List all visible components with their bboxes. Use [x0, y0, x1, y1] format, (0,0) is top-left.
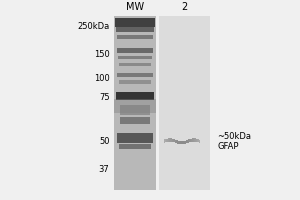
Text: 150: 150 [94, 50, 109, 59]
Bar [118, 56, 152, 59]
Bar [118, 144, 152, 149]
Bar [185, 140, 186, 144]
Bar [167, 139, 168, 142]
Bar [196, 139, 197, 142]
Bar [181, 141, 182, 144]
Text: GFAP: GFAP [218, 142, 239, 151]
Bar [116, 133, 154, 143]
Bar [180, 141, 181, 144]
Bar [120, 105, 150, 115]
Bar [186, 140, 187, 143]
Text: 50: 50 [99, 137, 110, 146]
Bar [118, 63, 152, 66]
Bar [197, 139, 198, 142]
Bar [192, 138, 193, 142]
Bar [195, 138, 196, 142]
Bar [119, 80, 151, 84]
Text: 100: 100 [94, 74, 109, 83]
Bar [120, 117, 150, 124]
Bar [169, 138, 170, 142]
Bar [183, 141, 184, 144]
Bar [165, 139, 166, 142]
Bar [166, 139, 167, 142]
Bar [191, 139, 192, 142]
Bar [170, 138, 171, 142]
Bar [116, 27, 154, 32]
Bar [169, 138, 170, 142]
Text: 250kDa: 250kDa [77, 22, 110, 31]
Bar [114, 16, 156, 190]
Text: MW: MW [126, 2, 144, 12]
Bar [173, 139, 174, 142]
Bar [175, 140, 176, 143]
Bar [190, 139, 191, 142]
Bar [187, 140, 188, 143]
Text: 2: 2 [182, 2, 188, 12]
Bar [164, 139, 165, 143]
Bar [199, 139, 200, 143]
Bar [168, 138, 169, 142]
Bar [182, 141, 183, 144]
Bar [198, 139, 199, 142]
Bar [159, 16, 210, 190]
Text: 37: 37 [99, 165, 110, 174]
Text: 75: 75 [99, 93, 110, 102]
Bar [193, 138, 194, 142]
Bar [189, 139, 190, 142]
Bar [171, 138, 172, 142]
Bar [115, 18, 155, 27]
Bar [172, 139, 173, 142]
Bar [194, 138, 195, 142]
Bar [188, 139, 189, 143]
Bar [184, 141, 185, 144]
Bar [116, 92, 154, 100]
Bar [179, 141, 180, 144]
Bar [114, 99, 156, 113]
Bar [116, 48, 154, 53]
Bar [117, 73, 153, 77]
Bar [176, 140, 177, 143]
Bar [178, 141, 179, 144]
Bar [174, 139, 175, 142]
Bar [117, 35, 153, 39]
Text: ~50kDa: ~50kDa [218, 132, 251, 141]
